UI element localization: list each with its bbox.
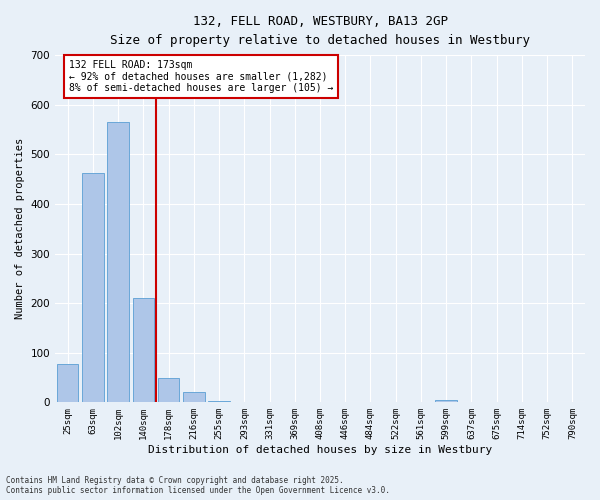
Bar	[107, 122, 129, 402]
Text: Contains HM Land Registry data © Crown copyright and database right 2025.
Contai: Contains HM Land Registry data © Crown c…	[6, 476, 390, 495]
X-axis label: Distribution of detached houses by size in Westbury: Distribution of detached houses by size …	[148, 445, 492, 455]
Bar	[82, 173, 104, 402]
Bar	[158, 378, 179, 402]
Text: 132 FELL ROAD: 173sqm
← 92% of detached houses are smaller (1,282)
8% of semi-de: 132 FELL ROAD: 173sqm ← 92% of detached …	[69, 60, 333, 94]
Bar	[133, 298, 154, 403]
Y-axis label: Number of detached properties: Number of detached properties	[15, 138, 25, 320]
Bar	[57, 364, 79, 403]
Bar	[436, 400, 457, 402]
Bar	[183, 392, 205, 402]
Bar	[208, 401, 230, 402]
Title: 132, FELL ROAD, WESTBURY, BA13 2GP
Size of property relative to detached houses : 132, FELL ROAD, WESTBURY, BA13 2GP Size …	[110, 15, 530, 47]
